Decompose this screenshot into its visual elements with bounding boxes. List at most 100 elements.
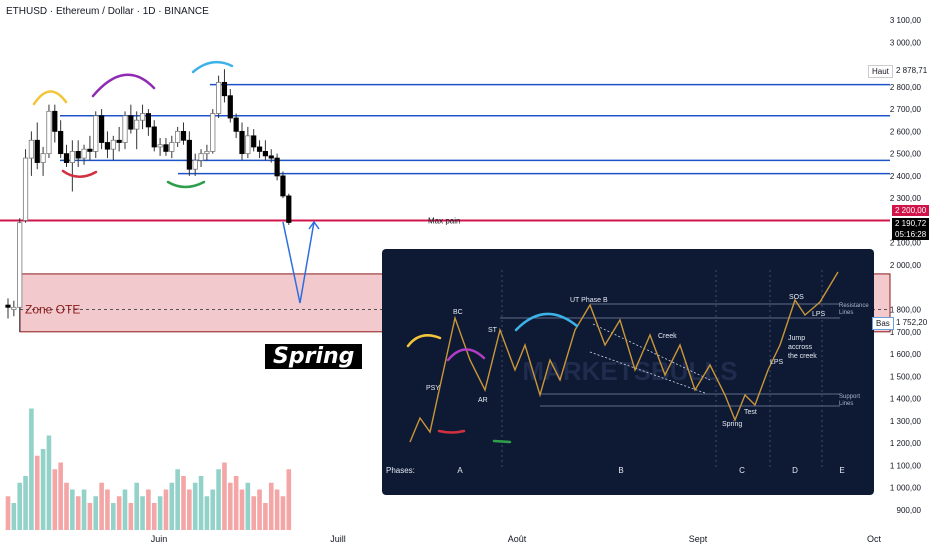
volume-bar xyxy=(70,489,75,530)
volume-bar xyxy=(163,489,169,530)
volume-bar xyxy=(192,482,198,530)
volume-bar xyxy=(228,482,233,530)
volume-bar xyxy=(5,496,11,530)
volume-bar xyxy=(198,476,204,530)
candle-down xyxy=(180,130,187,141)
volume-bar xyxy=(34,455,40,530)
candle-up xyxy=(81,148,87,159)
volume-bar xyxy=(105,489,110,530)
spring-arrow xyxy=(282,221,315,304)
price-tick-label: 1 300,00 xyxy=(890,417,922,426)
volume-bar xyxy=(17,482,22,530)
volume-bar xyxy=(245,482,251,530)
candle-up xyxy=(175,130,181,143)
candle-up xyxy=(28,139,35,159)
inset-label: LPS xyxy=(770,359,784,366)
volume-bar xyxy=(46,435,52,530)
candle-down xyxy=(151,126,157,148)
candle-up xyxy=(139,113,146,121)
price-tick-label: 1 600,00 xyxy=(890,350,922,359)
volume-bar xyxy=(11,503,17,530)
volume-bar xyxy=(99,482,104,530)
inset-label: Creek xyxy=(658,333,677,340)
candle-down xyxy=(58,130,64,155)
price-tick-label: 2 800,00 xyxy=(890,83,922,92)
low-label: Bas xyxy=(872,317,894,330)
volume-bar xyxy=(64,482,69,530)
candle-up xyxy=(22,157,29,221)
volume-bar xyxy=(257,489,262,530)
price-tick-label: 900,00 xyxy=(897,506,922,515)
zone-ote-label: Zone OTE xyxy=(25,303,80,317)
candle-down xyxy=(286,195,292,223)
candle-down xyxy=(128,115,134,130)
candle-up xyxy=(198,153,204,161)
volume-bar xyxy=(157,496,163,530)
price-tick-label: 1 100,00 xyxy=(890,461,922,470)
inset-phase-letter: D xyxy=(792,466,798,475)
inset-label: the creek xyxy=(788,353,817,360)
price-tick-label: 2 500,00 xyxy=(890,150,922,159)
volume-bar xyxy=(210,489,216,530)
inset-label: PSY xyxy=(426,385,440,392)
volume-bar xyxy=(169,482,175,530)
candle-up xyxy=(245,135,251,155)
candle-up xyxy=(210,113,216,152)
inset-label: Jump xyxy=(788,335,805,342)
candle-down xyxy=(52,110,58,132)
price-tick-label: 2 000,00 xyxy=(890,261,922,270)
candle-up xyxy=(192,159,198,170)
xaxis-label-sept: Sept xyxy=(688,534,708,544)
pattern-arc xyxy=(61,169,98,178)
inset-pattern-arc xyxy=(492,439,512,444)
price-tick-label: 2 300,00 xyxy=(890,194,922,203)
volume-bar xyxy=(29,408,34,530)
price-tick-label: 3 000,00 xyxy=(890,38,922,47)
volume-bar xyxy=(233,476,239,530)
volume-bar xyxy=(175,469,180,530)
price-tick-label: 1 000,00 xyxy=(890,484,922,493)
volume-bar xyxy=(122,489,128,530)
high-value: 2 878,71 xyxy=(896,66,928,75)
candle-down xyxy=(262,151,269,157)
candle-down xyxy=(268,155,274,159)
inset-label: Resistance xyxy=(839,303,869,309)
candle-down xyxy=(163,144,169,152)
inset-phases-label: Phases: xyxy=(386,466,415,475)
price-tick-label: 1 200,00 xyxy=(890,439,922,448)
volume-bar xyxy=(280,496,286,530)
volume-bar xyxy=(81,489,87,530)
volume-bar xyxy=(58,462,63,530)
volume-bar xyxy=(268,482,274,530)
candle-up xyxy=(122,115,128,143)
candle-up xyxy=(110,139,116,150)
volume-bar xyxy=(187,489,192,530)
inset-pattern-arc xyxy=(514,312,579,332)
candle-down xyxy=(251,135,257,148)
volume-bar xyxy=(222,462,227,530)
inset-pattern-arc xyxy=(446,348,486,362)
candle-down xyxy=(227,95,233,119)
volume-bar xyxy=(181,476,186,530)
inset-pattern-arc xyxy=(406,334,442,348)
countdown-tag: 05:16:28 xyxy=(892,229,930,240)
inset-label: AR xyxy=(478,397,488,404)
pattern-arc xyxy=(91,73,156,98)
max-pain-label: Max pain xyxy=(428,216,460,225)
inset-label: Lines xyxy=(839,310,853,316)
volume-bar xyxy=(263,503,268,530)
pattern-arc xyxy=(166,180,206,189)
candle-up xyxy=(69,151,75,163)
candle-up xyxy=(17,222,23,308)
volume-bar xyxy=(204,496,210,530)
inset-watermark: MARKETSBULLS xyxy=(522,356,737,386)
volume-bar xyxy=(286,469,292,530)
candle-down xyxy=(87,148,93,152)
inset-label: UT Phase B xyxy=(570,297,608,304)
candle-down xyxy=(104,142,111,150)
candle-up xyxy=(40,153,46,163)
creek-line xyxy=(589,351,706,394)
inset-label: BC xyxy=(453,309,463,316)
last-price-tag: 2 190,72 xyxy=(892,218,930,229)
